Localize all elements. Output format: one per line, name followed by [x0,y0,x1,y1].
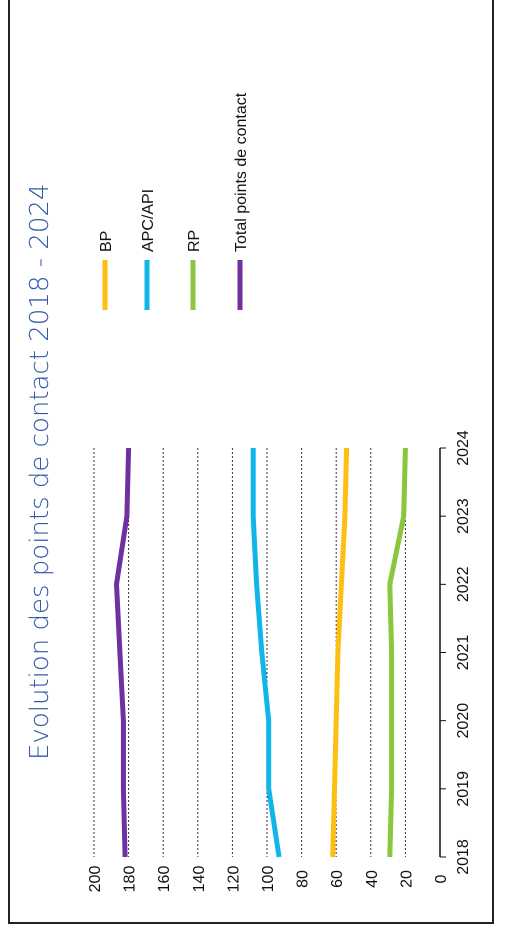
y-tick-label: 80 [295,870,312,888]
x-tick-label: 2022 [455,566,472,602]
series-line-rp [387,447,408,858]
legend: BP APC/API RP Total points de contact [98,92,250,310]
series-line-total-points-de-contact [114,447,132,858]
gridlines [93,448,406,857]
chart-frame [8,0,494,924]
y-tick-label: 60 [329,870,346,888]
y-tick-label: 180 [122,866,139,893]
chart-title: Evolution des points de contact 2018 - 2… [25,184,55,761]
series-lines [114,447,408,858]
y-tick-label: 100 [260,866,277,893]
x-tick-label: 2024 [455,430,472,466]
x-tick-label: 2020 [455,703,472,739]
series-line-apc-api [250,448,282,858]
y-tick-label: 40 [364,870,381,888]
y-tick-label: 160 [156,866,173,893]
legend-label: RP [186,230,203,252]
x-tick-label: 2019 [455,771,472,807]
y-tick-label: 200 [87,866,104,893]
legend-label: Total points de contact [233,92,250,252]
y-tick-label: 140 [191,866,208,893]
x-tick-label: 2023 [455,498,472,534]
series-line-bp [330,447,350,858]
axes: 0 20 40 60 80 100 120 140 160 180 200 2018 2019 2020 2… [87,430,472,892]
x-tick-label: 2018 [455,839,472,875]
legend-label: APC/API [140,189,157,252]
y-tick-label: 20 [398,870,415,888]
x-tick-label: 2021 [455,635,472,671]
legend-label: BP [98,231,115,252]
y-tick-label: 0 [433,874,450,883]
y-tick-label: 120 [225,866,242,893]
